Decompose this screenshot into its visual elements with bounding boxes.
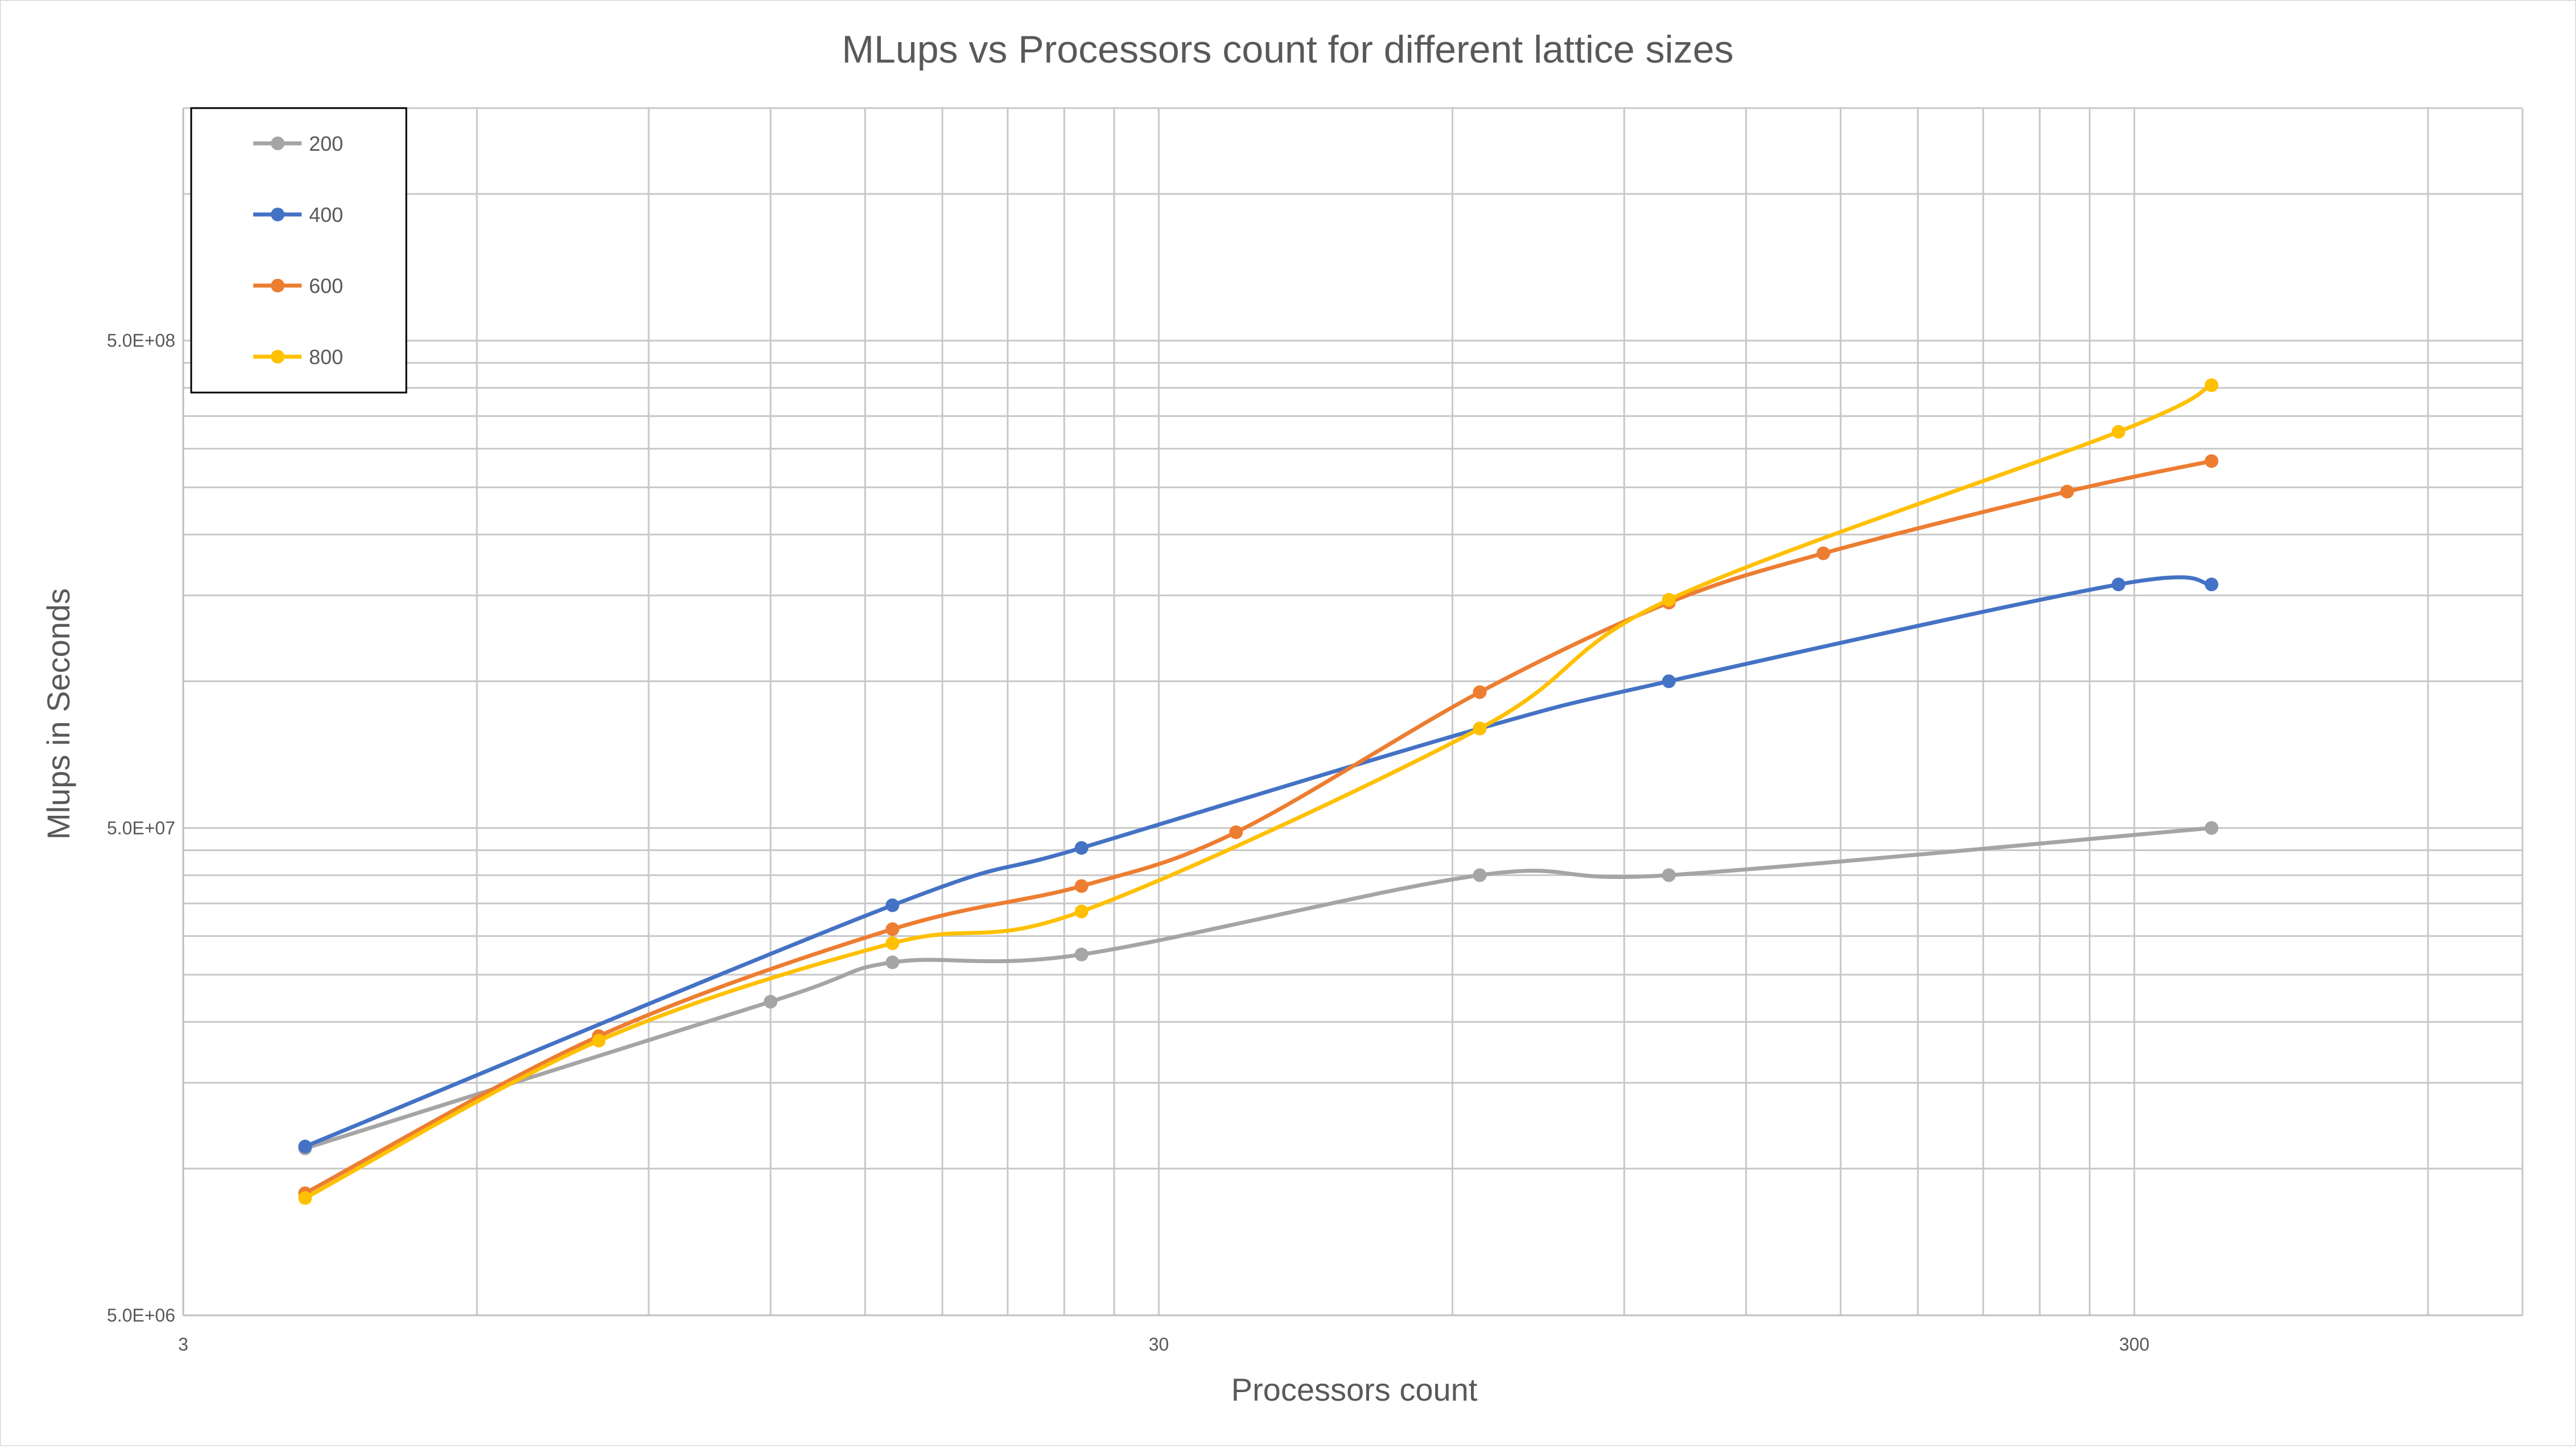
data-point (2111, 577, 2125, 592)
data-point (2204, 378, 2219, 393)
x-tick-label: 300 (2119, 1334, 2149, 1355)
data-point (885, 898, 900, 913)
y-tick-label: 5.0E+07 (107, 818, 175, 838)
legend-label: 200 (309, 132, 343, 155)
data-point (764, 994, 778, 1009)
x-tick-label: 3 (178, 1334, 188, 1355)
data-point (1662, 593, 1676, 607)
data-point (885, 936, 900, 951)
x-axis-label: Processors count (1231, 1372, 1478, 1407)
series-600 (298, 454, 2219, 1200)
legend-box (190, 107, 407, 394)
data-point (2204, 454, 2219, 468)
legend: 200 400 600 800 (190, 107, 407, 394)
legend-swatch-marker (271, 208, 285, 221)
data-point (1473, 685, 1487, 699)
data-point (1074, 879, 1089, 893)
y-axis-label: Mlups in Seconds (40, 588, 76, 840)
series-lines (298, 378, 2219, 1205)
legend-item-200: 200 (253, 132, 343, 155)
data-point (2111, 424, 2125, 439)
data-point (1074, 947, 1089, 961)
tick-labels: 3 30 300 5.0E+06 5.0E+07 5.0E+08 (107, 331, 2150, 1355)
axes (182, 108, 2523, 1316)
series-line-800 (303, 383, 2214, 1200)
data-point (885, 955, 900, 969)
data-point (1074, 841, 1089, 855)
legend-item-800: 800 (253, 345, 343, 369)
data-point (298, 1140, 312, 1154)
data-point (1473, 868, 1487, 882)
x-tick-label: 30 (1149, 1334, 1169, 1355)
data-point (2204, 821, 2219, 835)
data-point (1662, 868, 1676, 882)
legend-label: 600 (309, 274, 343, 298)
data-point (1074, 905, 1089, 919)
series-line-200 (303, 825, 2214, 1151)
legend-item-600: 600 (253, 274, 343, 298)
data-point (1229, 825, 1243, 839)
data-point (2204, 577, 2219, 592)
legend-label: 800 (309, 345, 343, 369)
chart-title: MLups vs Processors count for different … (842, 28, 1733, 71)
data-point (298, 1191, 312, 1205)
data-point (2060, 485, 2074, 499)
data-point (1816, 546, 1831, 560)
data-point (1473, 721, 1487, 736)
legend-swatch-marker (271, 350, 285, 364)
legend-swatch-marker (271, 279, 285, 292)
data-point (1662, 674, 1676, 688)
y-tick-label: 5.0E+06 (107, 1305, 175, 1326)
data-point (885, 922, 900, 936)
series-line-600 (303, 459, 2214, 1195)
data-point (592, 1034, 606, 1048)
legend-swatch-marker (271, 137, 285, 150)
legend-label: 400 (309, 203, 343, 226)
legend-item-400: 400 (253, 203, 343, 226)
y-tick-label: 5.0E+08 (107, 331, 175, 351)
series-800 (298, 378, 2219, 1205)
grid-lines (182, 107, 2524, 1316)
